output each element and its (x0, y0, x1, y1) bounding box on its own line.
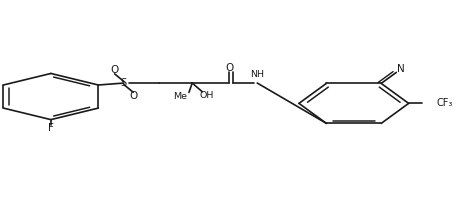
Text: O: O (129, 91, 137, 101)
Text: OH: OH (200, 91, 214, 100)
Text: F: F (48, 124, 54, 133)
Text: Me: Me (174, 92, 188, 101)
Text: NH: NH (250, 70, 264, 79)
Text: N: N (397, 64, 404, 74)
Text: CF₃: CF₃ (437, 98, 453, 108)
Text: S: S (121, 78, 127, 88)
Text: O: O (225, 63, 233, 73)
Text: O: O (110, 65, 119, 75)
